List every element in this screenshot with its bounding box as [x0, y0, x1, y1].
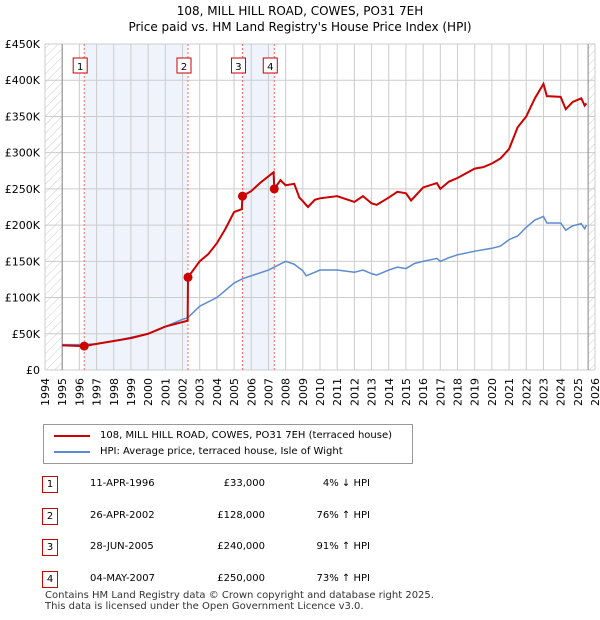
y-tick-label: £450K — [5, 38, 41, 51]
x-tick-label: 2008 — [280, 378, 293, 406]
x-tick-label: 2016 — [417, 378, 430, 406]
sale-label-box — [230, 57, 246, 74]
sale-price: £33,000 — [223, 478, 265, 489]
legend-label: HPI: Average price, terraced house, Isle… — [100, 446, 343, 457]
sale-date: 04-MAY-2007 — [90, 572, 156, 584]
x-tick-label: 2017 — [434, 378, 447, 406]
sale-price: £250,000 — [217, 572, 265, 584]
sale-point — [269, 184, 279, 194]
x-tick-label: 1996 — [73, 378, 86, 406]
sale-row: 3 28-JUN-2005 £240,000 91% ↑ HPI — [0, 539, 600, 559]
y-tick-label: £200K — [5, 219, 41, 232]
y-tick-label: £150K — [5, 255, 41, 268]
sale-label: 4 — [267, 62, 273, 73]
sale-row: 1 11-APR-1996 £33,000 4% ↓ HPI — [0, 476, 600, 496]
sale-number: 4 — [42, 570, 58, 588]
sale-point — [79, 341, 89, 351]
x-tick-label: 2015 — [400, 378, 413, 406]
x-tick-label: 2021 — [503, 378, 516, 406]
legend-item-hpi: HPI: Average price, terraced house, Isle… — [54, 446, 343, 457]
x-tick-label: 2022 — [520, 378, 533, 406]
x-tick-label: 2004 — [211, 378, 224, 406]
hatch-before — [45, 44, 63, 370]
x-tick-label: 2007 — [262, 378, 275, 406]
footer-line-1: Contains HM Land Registry data © Crown c… — [45, 590, 434, 601]
legend-item-price: 108, MILL HILL ROAD, COWES, PO31 7EH (te… — [54, 430, 392, 441]
sale-label: 2 — [181, 62, 187, 73]
x-tick-label: 1997 — [91, 378, 104, 406]
sale-point — [183, 272, 193, 282]
sale-date: 28-JUN-2005 — [90, 541, 154, 552]
y-tick-label: £300K — [5, 147, 41, 160]
x-tick-label: 1998 — [108, 378, 121, 406]
x-tick-label: 2012 — [348, 378, 361, 406]
shaded-period — [84, 44, 188, 370]
sale-row: 4 04-MAY-2007 £250,000 73% ↑ HPI — [0, 570, 600, 591]
x-tick-label: 2023 — [537, 378, 550, 406]
chart-title: 108, MILL HILL ROAD, COWES, PO31 7EH — [176, 4, 424, 18]
chart-subtitle: Price paid vs. HM Land Registry's House … — [128, 20, 472, 34]
sale-number: 2 — [42, 507, 58, 525]
x-tick-label: 1999 — [125, 378, 138, 406]
sale-price: £128,000 — [217, 509, 265, 521]
y-tick-label: £400K — [5, 74, 41, 87]
sale-row: 2 26-APR-2002 £128,000 76% ↑ HPI — [0, 507, 600, 528]
sale-label: 1 — [77, 62, 83, 73]
legend-label: 108, MILL HILL ROAD, COWES, PO31 7EH (te… — [100, 430, 393, 441]
x-tick-label: 2018 — [452, 378, 465, 406]
x-tick-label: 2013 — [366, 378, 379, 406]
y-tick-label: £250K — [5, 183, 41, 196]
sale-hpi-diff: 4% ↓ HPI — [322, 478, 370, 489]
x-tick-label: 2014 — [383, 378, 396, 406]
sale-date: 26-APR-2002 — [90, 509, 155, 521]
price-line — [62, 81, 588, 348]
x-tick-label: 2024 — [555, 378, 568, 406]
sale-price: £240,000 — [217, 541, 265, 552]
sale-label-box — [72, 57, 88, 74]
x-tick-label: 1994 — [39, 378, 52, 406]
sale-label-box — [176, 57, 192, 74]
x-tick-label: 2025 — [572, 378, 585, 406]
sale-point — [237, 191, 247, 201]
x-tick-label: 2019 — [469, 378, 482, 406]
y-tick-label: £350K — [5, 110, 41, 123]
legend: 108, MILL HILL ROAD, COWES, PO31 7EH (te… — [43, 424, 413, 464]
x-tick-label: 2026 — [589, 378, 600, 406]
sale-label: 3 — [235, 62, 241, 73]
x-tick-label: 2009 — [297, 378, 310, 406]
x-tick-label: 2011 — [331, 378, 344, 406]
sale-hpi-diff: 76% ↑ HPI — [316, 509, 370, 521]
x-tick-label: 2005 — [228, 378, 241, 406]
x-tick-label: 2006 — [245, 378, 258, 406]
sale-label-box — [262, 57, 278, 74]
x-tick-label: 2000 — [142, 378, 155, 406]
sale-hpi-diff: 73% ↑ HPI — [316, 572, 370, 584]
hatch-after — [588, 44, 595, 370]
sale-hpi-diff: 91% ↑ HPI — [316, 541, 370, 552]
shaded-period — [242, 44, 275, 370]
sale-number: 1 — [42, 476, 58, 493]
x-tick-label: 2002 — [177, 378, 190, 406]
hpi-line — [62, 215, 588, 346]
x-tick-label: 2020 — [486, 378, 499, 406]
sale-date: 11-APR-1996 — [90, 478, 155, 489]
sale-number: 3 — [42, 539, 58, 556]
x-tick-label: 2003 — [194, 378, 207, 406]
x-tick-label: 2001 — [159, 378, 172, 406]
footer-line-2: This data is licensed under the Open Gov… — [45, 601, 364, 612]
y-tick-label: £50K — [12, 328, 41, 341]
y-tick-label: £0 — [26, 364, 40, 377]
x-tick-label: 1995 — [56, 378, 69, 406]
chart-plot: 1994 1995 1996 1997 1998 1999 2000 2001 2002 2003… — [5, 38, 600, 406]
y-tick-label: £100K — [5, 292, 41, 305]
x-tick-label: 2010 — [314, 378, 327, 406]
